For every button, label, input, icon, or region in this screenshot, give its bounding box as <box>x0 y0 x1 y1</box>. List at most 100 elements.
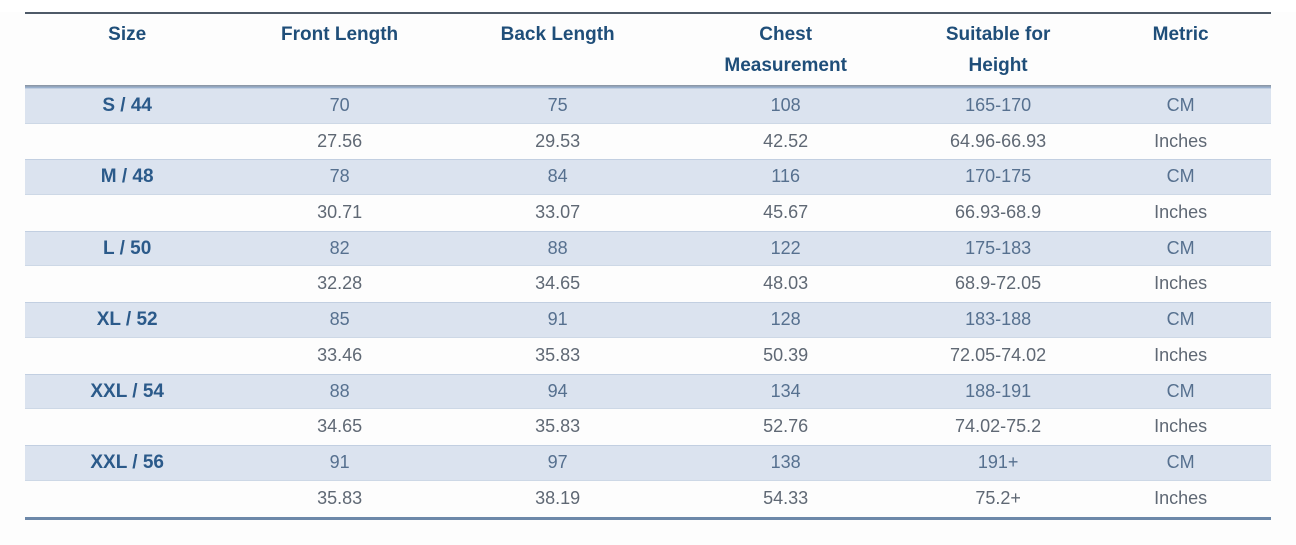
table-row: 35.83 38.19 54.33 75.2+ Inches <box>25 481 1271 517</box>
column-header-line1: Suitable for <box>945 24 1051 45</box>
suitable-height-cell: 183-188 <box>965 309 1032 330</box>
suitable-height-cell: 72.05-74.02 <box>950 344 1047 365</box>
chest-measurement-cell: 138 <box>770 451 801 472</box>
back-length-cell: 88 <box>547 237 568 258</box>
size-cell: M / 48 <box>100 166 154 188</box>
column-header-line2: Measurement <box>724 55 847 76</box>
column-header-metric: Metric <box>1090 19 1271 81</box>
column-header-suitable-height: Suitable for Height <box>906 19 1090 81</box>
suitable-height-cell: 165-170 <box>965 95 1032 115</box>
chest-measurement-cell: 42.52 <box>763 130 809 151</box>
size-chart-page: Size Front Length Back Length Chest Meas… <box>0 12 1296 545</box>
column-header-line2 <box>229 50 450 81</box>
back-length-cell: 91 <box>547 309 568 330</box>
metric-cell: CM <box>1166 380 1195 401</box>
chest-measurement-cell: 122 <box>770 237 801 258</box>
table-header-row: Size Front Length Back Length Chest Meas… <box>25 14 1271 85</box>
table-row: M / 48 78 84 116 170-175 CM <box>25 159 1271 196</box>
front-length-cell: 88 <box>329 380 350 401</box>
table-row: S / 44 70 75 108 165-170 CM <box>25 88 1271 124</box>
metric-cell: Inches <box>1154 344 1208 365</box>
chest-measurement-cell: 45.67 <box>763 202 809 223</box>
column-header-back-length: Back Length <box>450 19 666 81</box>
column-header-line2 <box>450 50 666 81</box>
metric-cell: CM <box>1166 166 1195 187</box>
suitable-height-cell: 74.02-75.2 <box>955 416 1042 437</box>
column-header-front-length: Front Length <box>229 19 450 81</box>
metric-cell: Inches <box>1154 416 1208 437</box>
size-chart-table: Size Front Length Back Length Chest Meas… <box>25 12 1271 521</box>
metric-cell: Inches <box>1154 487 1208 508</box>
metric-cell: CM <box>1166 95 1195 115</box>
suitable-height-cell: 75.2+ <box>975 487 1021 508</box>
back-length-cell: 35.83 <box>535 416 581 437</box>
suitable-height-cell: 170-175 <box>965 166 1032 187</box>
chest-measurement-cell: 108 <box>770 95 801 115</box>
column-header-line2: Height <box>968 55 1028 76</box>
back-length-cell: 34.65 <box>535 273 581 294</box>
size-cell: L / 50 <box>103 237 152 259</box>
table-row: 27.56 29.53 42.52 64.96-66.93 Inches <box>25 124 1271 160</box>
chest-measurement-cell: 48.03 <box>763 273 809 294</box>
suitable-height-cell: 68.9-72.05 <box>955 273 1042 294</box>
front-length-cell: 91 <box>329 451 350 472</box>
column-header-line1: Size <box>108 24 147 45</box>
column-header-chest-measurement: Chest Measurement <box>665 19 905 81</box>
metric-cell: CM <box>1166 309 1195 330</box>
back-length-cell: 84 <box>547 166 568 187</box>
front-length-cell: 34.65 <box>317 416 363 437</box>
column-header-line1: Front Length <box>281 24 399 45</box>
back-length-cell: 75 <box>547 95 568 115</box>
table-row: 30.71 33.07 45.67 66.93-68.9 Inches <box>25 195 1271 231</box>
table-row: 33.46 35.83 50.39 72.05-74.02 Inches <box>25 338 1271 374</box>
metric-cell: CM <box>1166 237 1195 258</box>
front-length-cell: 35.83 <box>317 487 363 508</box>
suitable-height-cell: 175-183 <box>965 237 1032 258</box>
table-top-rule <box>25 12 1271 14</box>
back-length-cell: 29.53 <box>535 130 581 151</box>
suitable-height-cell: 64.96-66.93 <box>950 130 1047 151</box>
column-header-line1: Back Length <box>500 24 615 45</box>
chest-measurement-cell: 128 <box>770 309 801 330</box>
suitable-height-cell: 188-191 <box>965 380 1032 401</box>
back-length-cell: 94 <box>547 380 568 401</box>
column-header-line1: Chest <box>759 24 813 45</box>
front-length-cell: 85 <box>329 309 350 330</box>
front-length-cell: 82 <box>329 237 350 258</box>
back-length-cell: 35.83 <box>535 344 581 365</box>
column-header-line1: Metric <box>1152 24 1209 45</box>
chest-measurement-cell: 116 <box>771 166 800 187</box>
size-cell: XXL / 56 <box>90 451 164 473</box>
front-length-cell: 27.56 <box>317 130 363 151</box>
front-length-cell: 33.46 <box>317 344 363 365</box>
header-separator-rule <box>25 85 1271 88</box>
metric-cell: Inches <box>1154 273 1208 294</box>
column-header-line2 <box>25 50 229 81</box>
metric-cell: Inches <box>1154 130 1208 151</box>
chest-measurement-cell: 134 <box>770 380 801 401</box>
back-length-cell: 38.19 <box>535 487 581 508</box>
chest-measurement-cell: 54.33 <box>763 487 809 508</box>
suitable-height-cell: 191+ <box>977 451 1019 472</box>
metric-cell: CM <box>1166 451 1195 472</box>
size-cell: XL / 52 <box>96 309 158 331</box>
column-header-line2 <box>1090 50 1271 81</box>
front-length-cell: 78 <box>329 166 350 187</box>
table-row: XXL / 56 91 97 138 191+ CM <box>25 444 1271 481</box>
back-length-cell: 97 <box>547 451 568 472</box>
chest-measurement-cell: 52.76 <box>763 416 809 437</box>
front-length-cell: 70 <box>329 95 350 115</box>
table-row: L / 50 82 88 122 175-183 CM <box>25 230 1271 267</box>
column-header-size: Size <box>25 19 229 81</box>
table-body: S / 44 70 75 108 165-170 CM 27.56 29.53 … <box>25 88 1271 516</box>
table-row: 32.28 34.65 48.03 68.9-72.05 Inches <box>25 266 1271 302</box>
front-length-cell: 30.71 <box>317 202 363 223</box>
table-row: XXL / 54 88 94 134 188-191 CM <box>25 373 1271 410</box>
back-length-cell: 33.07 <box>535 202 581 223</box>
metric-cell: Inches <box>1154 202 1208 223</box>
table-row: XL / 52 85 91 128 183-188 CM <box>25 302 1271 338</box>
table-row: 34.65 35.83 52.76 74.02-75.2 Inches <box>25 409 1271 445</box>
size-cell: XXL / 54 <box>90 380 164 402</box>
size-cell: S / 44 <box>102 95 152 116</box>
chest-measurement-cell: 50.39 <box>763 344 809 365</box>
